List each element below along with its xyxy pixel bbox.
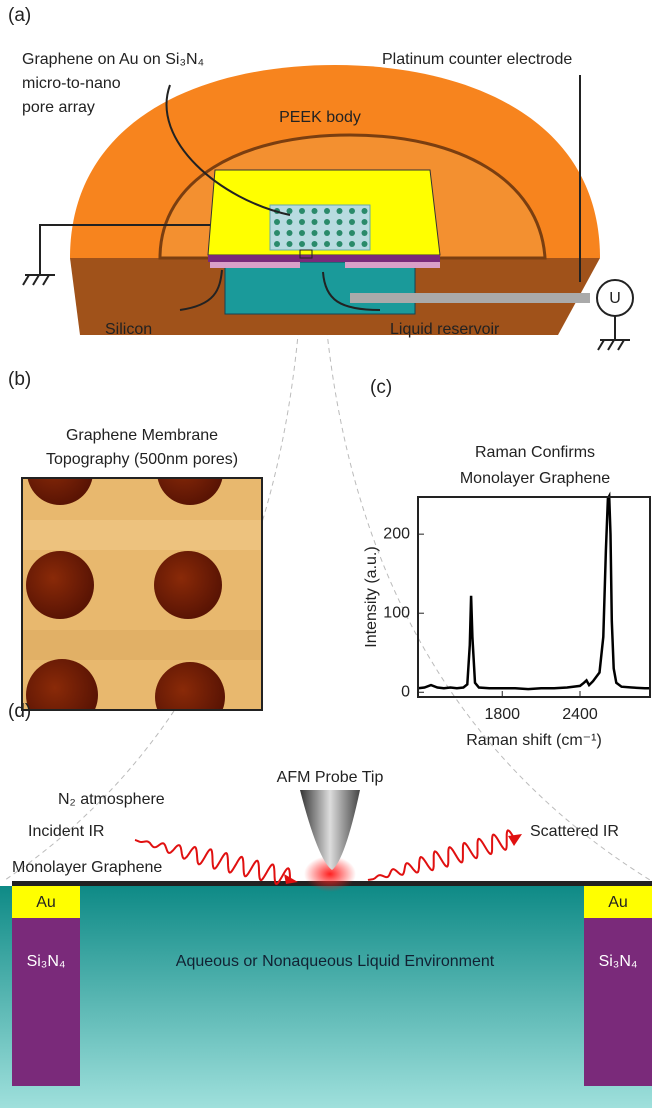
pore-dot (337, 208, 343, 214)
pore-dot (324, 230, 330, 236)
annotation: Aqueous or Nonaqueous Liquid Environment (176, 953, 495, 970)
pore-dot (299, 208, 305, 214)
panel-title: Graphene Membrane (66, 427, 218, 444)
pore-dot (337, 241, 343, 247)
pore-dot (312, 230, 318, 236)
pore-dot (324, 208, 330, 214)
pore-dot (337, 230, 343, 236)
pore-dot (362, 241, 368, 247)
pore-dot (349, 208, 355, 214)
pore-dot (299, 219, 305, 225)
afm-image (22, 439, 262, 732)
pore-dot (312, 241, 318, 247)
silicon (210, 262, 300, 268)
scattered-ir (368, 830, 514, 880)
pore-dot (349, 230, 355, 236)
annotation: Si₃N₄ (599, 953, 638, 970)
pore-dot (324, 219, 330, 225)
pore-dot (362, 208, 368, 214)
pore-dot (312, 208, 318, 214)
annotation: Scattered IR (530, 823, 619, 840)
ground (598, 316, 630, 350)
arrowhead (508, 834, 522, 846)
x-axis-label: Raman shift (cm⁻¹) (466, 732, 602, 749)
panel-label: (c) (370, 377, 392, 398)
annotation: AFM Probe Tip (277, 769, 384, 786)
chart-title: Raman Confirms (475, 444, 595, 461)
panel-label: (a) (8, 5, 31, 26)
annotation: Silicon (105, 321, 152, 338)
pore-dot (287, 208, 293, 214)
electrode-label: U (609, 290, 621, 307)
annotation: Au (608, 894, 628, 911)
y-tick-label: 100 (383, 604, 410, 621)
pore-array (270, 205, 370, 250)
annotation: Incident IR (28, 823, 104, 840)
pore-dot (287, 230, 293, 236)
chart-title: Monolayer Graphene (460, 470, 610, 487)
y-tick-label: 0 (401, 683, 410, 700)
nitride-layer (208, 255, 440, 262)
pore-dot (299, 230, 305, 236)
annotation: PEEK body (279, 109, 361, 126)
y-axis-label: Intensity (a.u.) (363, 546, 380, 647)
pore-dot (349, 241, 355, 247)
annotation: Au (36, 894, 56, 911)
pore-dot (274, 241, 280, 247)
liquid (0, 886, 652, 1108)
pore-dot (362, 219, 368, 225)
annotation: Graphene on Au on Si₃N₄ (22, 51, 204, 68)
annotation: Platinum counter electrode (382, 51, 572, 68)
pore-dot (274, 219, 280, 225)
x-tick-label: 2400 (562, 706, 598, 723)
pore-dot (362, 230, 368, 236)
reservoir (225, 262, 415, 314)
plot-frame (418, 497, 650, 697)
x-tick-label: 1800 (484, 706, 520, 723)
annotation: Monolayer Graphene (12, 859, 162, 876)
panel-label: (d) (8, 701, 31, 722)
figure: (a) U Graphene on Au on Si₃N₄ micro-to-n… (0, 0, 652, 1108)
pore-dot (287, 219, 293, 225)
pore-dot (287, 241, 293, 247)
pore-dot (324, 241, 330, 247)
pt-wire (350, 293, 590, 303)
annotation: N₂ atmosphere (58, 791, 165, 808)
annotation: pore array (22, 99, 95, 116)
raman-chart: (c) Raman Confirms Monolayer Graphene 0 100 2… (363, 377, 650, 749)
annotation: micro-to-nano (22, 75, 121, 92)
sin-layer (584, 918, 652, 1086)
silicon (345, 262, 440, 268)
spectrum (418, 496, 650, 689)
pore-dot (274, 230, 280, 236)
pore-dot (349, 219, 355, 225)
annotation: Si₃N₄ (27, 953, 66, 970)
pore-dot (337, 219, 343, 225)
panel-title: Topography (500nm pores) (46, 451, 238, 468)
pore-dot (299, 241, 305, 247)
panel-label: (b) (8, 369, 31, 390)
pore-dot (312, 219, 318, 225)
annotation: Liquid reservoir (390, 321, 500, 338)
y-tick-label: 200 (383, 525, 410, 542)
afm-tip (300, 790, 360, 870)
sin-layer (12, 918, 80, 1086)
